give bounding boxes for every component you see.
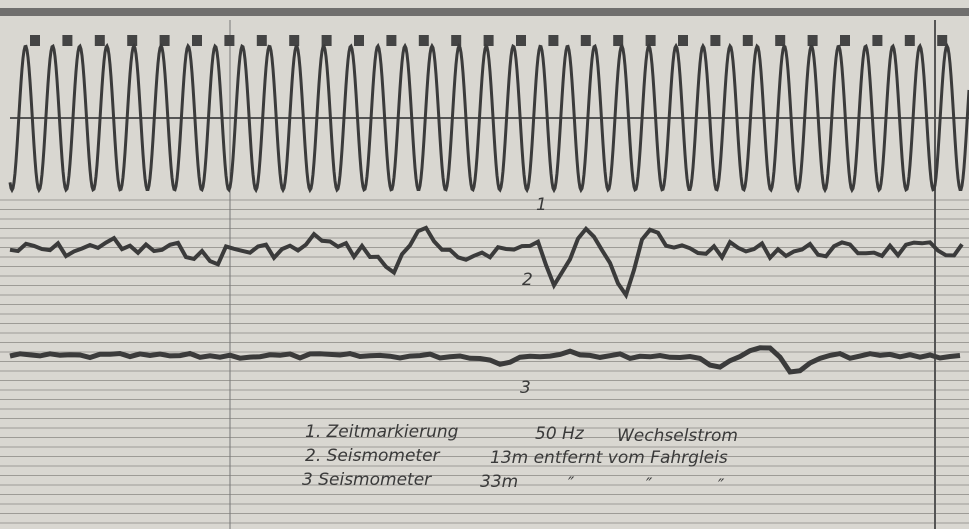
legend-text: ″ <box>568 474 575 494</box>
trace-label: 3 <box>520 378 531 398</box>
time-mark <box>62 35 72 46</box>
top-bar <box>0 8 969 16</box>
time-mark <box>451 35 461 46</box>
time-mark <box>646 35 656 46</box>
time-mark <box>224 35 234 46</box>
time-mark <box>192 35 202 46</box>
trace-label: 2 <box>522 270 533 290</box>
time-mark <box>808 35 818 46</box>
legend-text: ″ <box>718 476 725 496</box>
legend-text: 3 Seismometer <box>302 470 432 490</box>
legend-text: 33m <box>480 472 518 492</box>
time-mark <box>581 35 591 46</box>
paper <box>0 0 969 529</box>
legend-text: 50 Hz <box>535 424 585 444</box>
seismogram: 1 2 3 1. Zeitmarkierung 50 Hz Wechselstr… <box>0 0 969 529</box>
time-mark <box>516 35 526 46</box>
trace-label: 1 <box>536 195 547 215</box>
time-mark <box>322 35 332 46</box>
time-mark <box>95 35 105 46</box>
legend-text: 13m entfernt vom Fahrgleis <box>490 448 728 468</box>
time-mark <box>905 35 915 46</box>
time-mark <box>548 35 558 46</box>
time-mark <box>937 35 947 46</box>
time-mark <box>354 35 364 46</box>
time-mark <box>678 35 688 46</box>
time-mark <box>419 35 429 46</box>
legend-text: 2. Seismometer <box>305 446 441 466</box>
time-mark <box>743 35 753 46</box>
legend-text: 1. Zeitmarkierung <box>305 422 459 442</box>
legend-text: Wechselstrom <box>617 426 738 446</box>
time-mark <box>257 35 267 46</box>
time-mark <box>872 35 882 46</box>
time-mark <box>289 35 299 46</box>
time-mark <box>710 35 720 46</box>
time-mark <box>30 35 40 46</box>
legend-text: ″ <box>646 475 653 495</box>
time-mark <box>386 35 396 46</box>
time-marks <box>30 35 947 46</box>
time-mark <box>840 35 850 46</box>
time-mark <box>127 35 137 46</box>
